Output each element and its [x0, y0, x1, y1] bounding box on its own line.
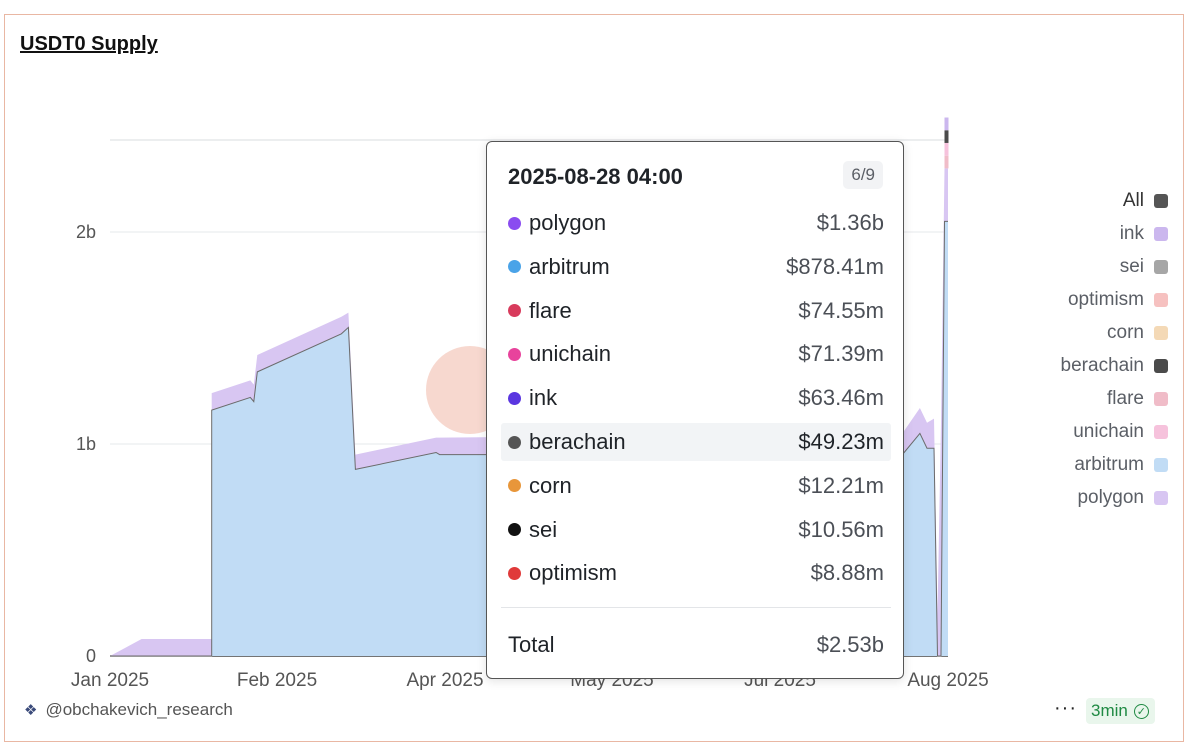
legend-swatch [1154, 358, 1168, 373]
tooltip-total-label: Total [508, 632, 555, 657]
series-dot-icon [508, 435, 521, 449]
x-tick-label: Feb 2025 [237, 670, 317, 691]
chart-title[interactable]: USDT0 Supply [20, 33, 158, 55]
tooltip-row-arbitrum: arbitrum $878.41m [501, 248, 891, 286]
legend-item-sei[interactable]: sei [1008, 250, 1168, 283]
legend-item-corn[interactable]: corn [1008, 316, 1168, 349]
x-tick-label: Aug 2025 [907, 670, 988, 691]
tooltip-series-name: sei [529, 516, 558, 542]
tooltip-series-value: $12.21m [798, 472, 884, 498]
tooltip-series-value: $10.56m [798, 516, 884, 542]
series-dot-icon [508, 304, 521, 318]
more-options-button[interactable]: ··· [1054, 697, 1077, 719]
series-dot-icon [508, 391, 521, 405]
tooltip-series-value: $8.88m [810, 560, 884, 586]
chart-legend: All ink sei optimism corn berachain flare unich… [1008, 184, 1168, 514]
tooltip-series-value: $878.41m [786, 253, 884, 279]
tooltip-series-name: ink [529, 385, 558, 411]
tooltip-row-unichain: unichain $71.39m [501, 335, 891, 373]
series-dot-icon [508, 347, 521, 361]
tooltip-page-counter[interactable]: 6/9 [843, 161, 883, 189]
x-tick-label: Apr 2025 [406, 670, 483, 691]
author-avatar-icon: ❖ [24, 702, 38, 719]
area-flare[interactable] [944, 155, 949, 169]
legend-item-All[interactable]: All [1008, 184, 1168, 217]
tooltip-series-value: $71.39m [798, 341, 884, 367]
legend-swatch [1154, 226, 1168, 241]
check-circle-icon: ✓ [1133, 703, 1149, 719]
tooltip-series-name: polygon [529, 210, 607, 235]
tooltip-datetime: 2025-08-28 04:00 [508, 164, 683, 189]
series-dot-icon [508, 566, 521, 580]
tooltip-row-sei: sei $10.56m [501, 511, 891, 549]
legend-label: unichain [1073, 420, 1144, 442]
tooltip-series-name: corn [529, 472, 572, 498]
series-dot-icon [508, 479, 521, 493]
legend-item-arbitrum[interactable]: arbitrum [1008, 448, 1168, 481]
series-dot-icon [508, 260, 521, 274]
legend-swatch [1154, 259, 1168, 274]
area-berachain[interactable] [944, 130, 949, 143]
author-credit[interactable]: ❖ @obchakevich_research [24, 700, 233, 720]
series-dot-icon [508, 216, 521, 230]
tooltip-series-value: $49.23m [798, 429, 884, 454]
legend-item-berachain[interactable]: berachain [1008, 349, 1168, 382]
author-handle: @obchakevich_research [45, 700, 233, 719]
tooltip-series-name: optimism [529, 560, 618, 586]
legend-swatch [1154, 193, 1168, 208]
tooltip-series-value: $63.46m [798, 385, 884, 411]
legend-label: sei [1119, 255, 1144, 277]
tooltip-row-polygon: polygon $1.36b [501, 204, 891, 242]
legend-label: corn [1107, 321, 1144, 343]
legend-item-flare[interactable]: flare [1008, 382, 1168, 415]
refresh-interval-badge[interactable]: 3min ✓ [1086, 698, 1155, 724]
area-ink[interactable] [944, 117, 949, 131]
tooltip-series-name: arbitrum [529, 253, 610, 279]
tooltip-row-optimism: optimism $8.88m [501, 554, 891, 592]
area-unichain[interactable] [944, 142, 949, 156]
legend-swatch [1154, 457, 1168, 472]
tooltip-series-name: berachain [529, 429, 626, 454]
tooltip-series-name: unichain [529, 341, 611, 367]
legend-item-unichain[interactable]: unichain [1008, 415, 1168, 448]
series-dot-icon [508, 523, 521, 537]
tooltip-series-value: $1.36b [816, 210, 884, 235]
legend-label: All [1122, 189, 1144, 211]
refresh-interval-label: 3min [1091, 701, 1128, 720]
legend-swatch [1154, 292, 1168, 307]
tooltip-total-value: $2.53b [816, 632, 884, 657]
legend-item-polygon[interactable]: polygon [1008, 481, 1168, 514]
x-tick-label: Jan 2025 [71, 670, 149, 691]
legend-swatch [1154, 391, 1168, 406]
legend-label: optimism [1067, 288, 1144, 310]
tooltip-row-ink: ink $63.46m [501, 379, 891, 417]
tooltip-row-corn: corn $12.21m [501, 467, 891, 505]
y-tick-label: 0 [86, 646, 96, 666]
legend-label: flare [1107, 387, 1144, 409]
legend-label: polygon [1077, 486, 1144, 508]
legend-label: berachain [1060, 354, 1144, 376]
legend-label: arbitrum [1074, 453, 1144, 475]
legend-swatch [1154, 490, 1168, 505]
area-edge [110, 220, 948, 657]
tooltip-series-name: flare [529, 297, 572, 323]
legend-item-optimism[interactable]: optimism [1008, 283, 1168, 316]
tooltip-row-berachain: berachain $49.23m [501, 423, 891, 461]
tooltip-divider [501, 607, 891, 608]
tooltip-series-value: $74.55m [798, 297, 884, 323]
chart-tooltip: 2025-08-28 04:00 6/9 polygon $1.36b arbitr… [486, 141, 904, 679]
tooltip-row-flare: flare $74.55m [501, 292, 891, 330]
y-tick-label: 2b [76, 222, 96, 242]
y-tick-label: 1b [76, 434, 96, 454]
legend-swatch [1154, 325, 1168, 340]
legend-label: ink [1119, 222, 1144, 244]
legend-swatch [1154, 424, 1168, 439]
tooltip-total-row: Total $2.53b [508, 632, 884, 658]
legend-item-ink[interactable]: ink [1008, 217, 1168, 250]
